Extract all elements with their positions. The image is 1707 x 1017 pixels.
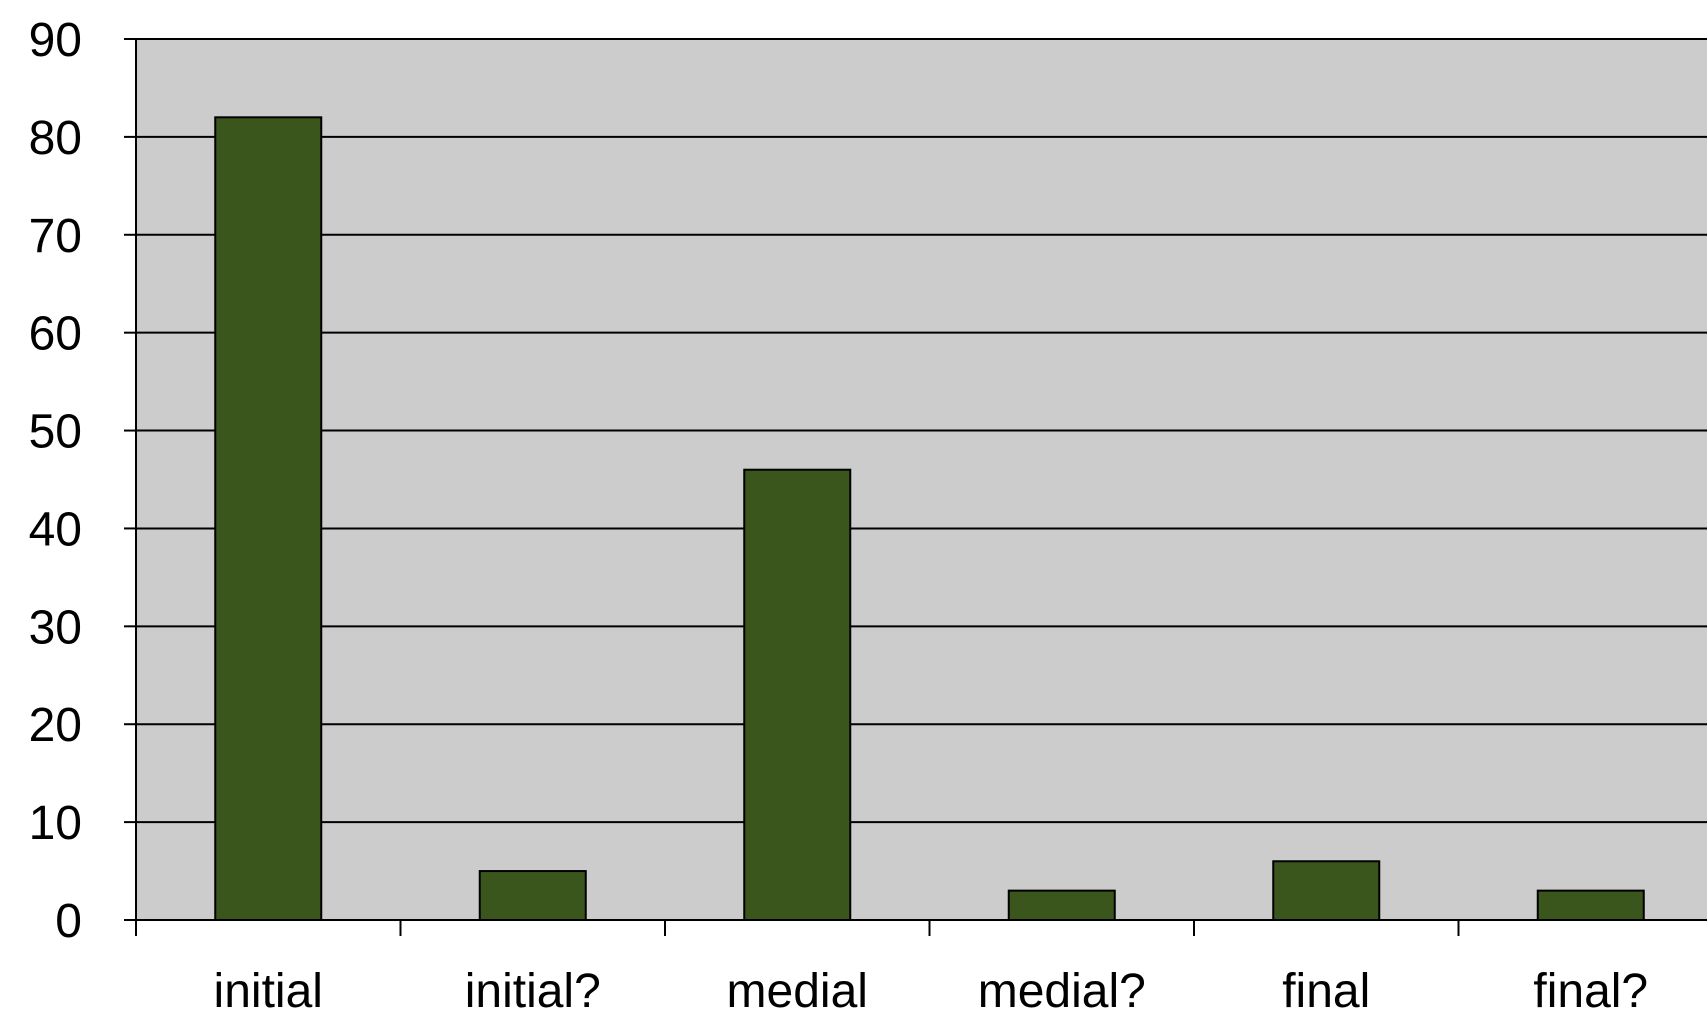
bar-final-q — [1536, 889, 1645, 922]
x-tick-label: final? — [1533, 965, 1648, 1017]
bars — [214, 116, 1645, 922]
y-tick-label: 10 — [29, 797, 82, 850]
x-tick-label: initial? — [465, 965, 601, 1017]
axes — [135, 38, 1707, 921]
bar-final — [1272, 860, 1381, 921]
y-tick-label: 70 — [29, 210, 82, 263]
y-tick-label: 50 — [29, 406, 82, 459]
y-tick-label: 40 — [29, 503, 82, 556]
y-tick-label: 60 — [29, 308, 82, 361]
y-tick-label: 30 — [29, 601, 82, 654]
x-tick-label: initial — [214, 965, 323, 1017]
x-tick-label: medial — [727, 965, 868, 1017]
y-axis-ticks: 0 10 20 30 40 50 60 70 80 90 — [29, 14, 136, 948]
bar-medial-q — [1007, 889, 1116, 922]
bar-initial — [214, 116, 323, 922]
x-axis-ticks: initial initial? medial medial? final final? — [135, 920, 1648, 1017]
bar-initial-q — [478, 870, 587, 921]
y-tick-label: 80 — [29, 112, 82, 165]
x-tick-label: final — [1282, 965, 1370, 1017]
y-tick-label: 90 — [29, 14, 82, 67]
x-tick-label: medial? — [978, 965, 1146, 1017]
bar-medial — [743, 468, 852, 921]
y-tick-label: 20 — [29, 699, 82, 752]
plot-area — [136, 39, 1707, 920]
y-tick-label: 0 — [55, 895, 82, 948]
